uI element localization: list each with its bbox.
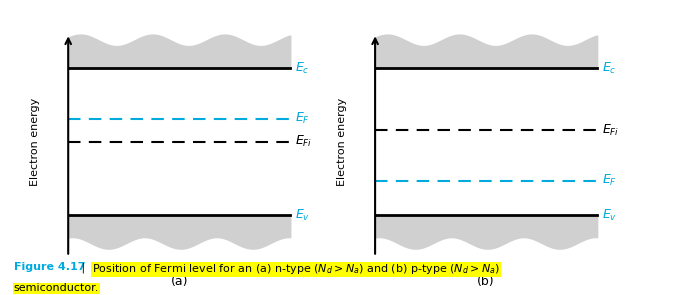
Text: $E_{Fi}$: $E_{Fi}$ bbox=[295, 134, 312, 149]
Text: Electron energy: Electron energy bbox=[31, 97, 40, 186]
Text: $E_F$: $E_F$ bbox=[602, 173, 617, 188]
Text: $E_c$: $E_c$ bbox=[602, 60, 617, 76]
Text: $E_v$: $E_v$ bbox=[295, 208, 310, 223]
Text: Electron energy: Electron energy bbox=[338, 97, 347, 186]
Text: |: | bbox=[78, 263, 89, 273]
Text: (b): (b) bbox=[477, 275, 495, 288]
Text: (a): (a) bbox=[170, 275, 188, 288]
Text: Figure 4.17: Figure 4.17 bbox=[14, 263, 85, 272]
Text: $E_F$: $E_F$ bbox=[295, 111, 310, 126]
Text: $E_c$: $E_c$ bbox=[295, 60, 310, 76]
Text: $E_v$: $E_v$ bbox=[602, 208, 617, 223]
Text: Position of Fermi level for an (a) n-type ($N_d > N_a$) and (b) p-type ($N_d > N: Position of Fermi level for an (a) n-typ… bbox=[92, 263, 500, 276]
Text: semiconductor.: semiconductor. bbox=[14, 283, 99, 294]
Text: $E_{Fi}$: $E_{Fi}$ bbox=[602, 122, 619, 138]
